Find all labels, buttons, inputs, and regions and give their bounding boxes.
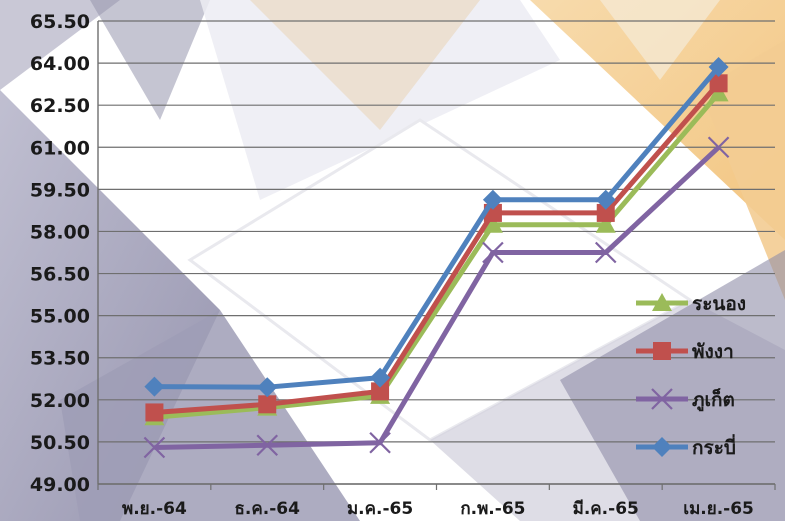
y-tick-label: 65.50 (30, 11, 90, 33)
data-point-marker (596, 203, 615, 222)
y-tick-label: 55.00 (30, 306, 90, 328)
data-point-marker (708, 57, 729, 78)
legend-item: กระบี่ (636, 434, 736, 459)
x-tick-label: ม.ค.-65 (347, 499, 413, 519)
legend-label: ระนอง (692, 293, 746, 315)
series-3 (144, 57, 729, 398)
data-point-marker (594, 241, 617, 264)
y-tick-label: 64.00 (30, 53, 90, 75)
x-axis-tick-labels: พ.ย.-64 ธ.ค.-64 ม.ค.-65 ก.พ.-65 มี.ค.-65 เม.ย… (122, 498, 754, 519)
y-tick-label: 52.00 (30, 390, 90, 412)
data-point-marker (256, 434, 279, 457)
data-point-marker (482, 241, 504, 264)
legend-swatch-marker (652, 293, 672, 311)
x-tick-label: เม.ย.-65 (683, 499, 754, 519)
axes (97, 21, 776, 490)
data-point-marker (258, 395, 277, 414)
series-line (154, 65, 721, 390)
data-point-marker (143, 436, 166, 459)
y-tick-label: 49.00 (30, 474, 90, 496)
data-point-marker (144, 376, 165, 397)
data-point-marker (595, 214, 616, 233)
series-line (154, 145, 721, 451)
x-tick-label: พ.ย.-64 (122, 499, 187, 519)
data-point-marker (371, 382, 390, 401)
y-tick-label: 59.50 (30, 179, 90, 201)
legend-swatch-marker (652, 437, 672, 457)
series-1 (145, 74, 728, 422)
legend-label: กระบี่ (692, 434, 736, 459)
y-tick-label: 58.00 (30, 221, 90, 243)
data-point-marker (482, 214, 503, 233)
legend-item: พังงา (636, 341, 734, 363)
y-tick-label: 56.50 (30, 264, 90, 286)
data-point-marker (369, 431, 391, 454)
series-line (154, 91, 721, 420)
y-tick-label: 50.50 (30, 432, 90, 454)
y-axis-tick-labels: 49.00 50.50 52.00 53.50 55.00 56.50 58.00 59.50… (30, 11, 90, 496)
y-tick-label: 61.00 (30, 137, 90, 159)
data-point-marker (370, 367, 391, 388)
data-point-marker (708, 83, 729, 102)
data-point-marker (257, 377, 278, 398)
legend-label: ภูเก็ต (692, 387, 735, 412)
x-tick-label: ธ.ค.-64 (235, 499, 301, 519)
legend-swatch-marker (653, 342, 671, 360)
y-tick-label: 53.50 (30, 348, 90, 370)
data-point-marker (482, 189, 503, 210)
data-point-marker (709, 74, 728, 93)
series-line (154, 81, 721, 415)
data-point-marker (595, 189, 616, 210)
legend-item: ภูเก็ต (636, 387, 735, 412)
y-tick-label: 62.50 (30, 95, 90, 117)
x-tick-label: มี.ค.-65 (573, 498, 639, 519)
series-2 (143, 136, 730, 459)
legend-item: ระนอง (636, 293, 746, 315)
x-tick-label: ก.พ.-65 (460, 499, 525, 519)
legend-label: พังงา (692, 341, 734, 363)
data-point-marker (707, 136, 730, 159)
legend-swatch-marker (651, 388, 673, 410)
series-lines (143, 57, 730, 459)
data-point-marker (145, 403, 164, 422)
